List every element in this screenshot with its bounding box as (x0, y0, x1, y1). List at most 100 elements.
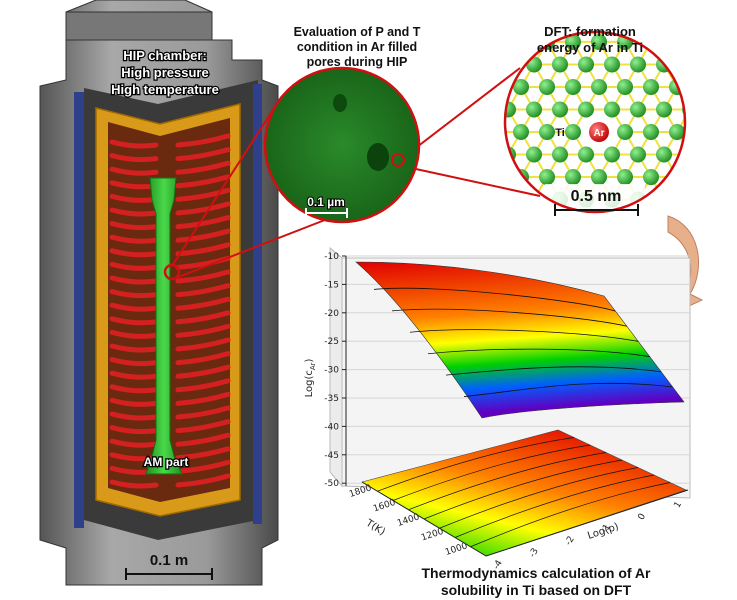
ti-atom (695, 214, 711, 230)
heater-coil (109, 296, 231, 312)
ti-atom (721, 214, 737, 230)
chamber-scale-bar: 0.1 m (125, 552, 213, 580)
pore-scale-label: 0.1 µm (307, 195, 345, 209)
p-tick-label: 1 (673, 500, 685, 510)
t-axis-label: T(K) (363, 517, 387, 538)
ti-atom (708, 237, 724, 253)
ti-atom (591, 33, 607, 50)
ti-atom (448, 237, 464, 253)
heater-coil (109, 337, 231, 353)
ti-atom (656, 146, 672, 163)
ti-atom (695, 79, 711, 95)
ti-atom (695, 0, 711, 5)
ti-atom (630, 101, 646, 118)
ti-atom (643, 0, 659, 5)
ti-atom (721, 169, 737, 185)
z-tick-label: -45 (324, 451, 339, 461)
ti-atom (643, 214, 659, 230)
ti-atom (539, 124, 555, 140)
z-tick-label: -25 (324, 337, 339, 347)
ti-atom (591, 169, 607, 186)
ti-atom (669, 124, 685, 140)
ti-atom (721, 34, 737, 50)
ti-atom (695, 34, 711, 50)
z-tick-label: -20 (324, 309, 339, 319)
pore-title-line1: Evaluation of P and T (294, 25, 421, 39)
ti-atom (461, 34, 477, 50)
ti-atom (643, 124, 659, 140)
ti-atom (500, 237, 516, 253)
z-tick-label: -40 (324, 422, 339, 432)
ti-atom (552, 56, 568, 73)
ti-atom (604, 237, 620, 253)
ti-atom (656, 11, 672, 27)
z-tick-label: -30 (324, 366, 339, 376)
ti-atom (591, 0, 607, 5)
ti-atom (513, 214, 529, 230)
ti-atom (721, 79, 737, 95)
ti-atom (526, 56, 542, 73)
insulation-left (74, 92, 84, 528)
ti-atom (695, 169, 711, 185)
t-tick-label: 1400 (396, 512, 421, 529)
ti-atom (448, 192, 464, 208)
ti-atom (721, 259, 737, 275)
ti-atom (505, 191, 516, 208)
pore-large (367, 143, 389, 171)
ti-atom (539, 0, 555, 5)
ti-atom (617, 0, 633, 5)
chamber-title-line1: HIP chamber: (123, 48, 207, 63)
p-tick-label: -1 (600, 523, 613, 536)
dft-scale-label: 0.5 nm (571, 188, 622, 205)
heater-coil (109, 419, 231, 435)
ti-label: Ti (555, 127, 565, 139)
am-part (145, 177, 183, 475)
heater-coil (109, 310, 231, 326)
ti-atom (721, 0, 737, 5)
ti-atom (552, 146, 568, 163)
ti-atom (539, 214, 555, 230)
heater-coil (109, 283, 231, 299)
ti-atom (435, 0, 451, 5)
ti-atom (539, 78, 555, 95)
ti-atom (448, 101, 464, 117)
ti-atom (487, 34, 503, 50)
ti-atom (448, 11, 464, 27)
ti-atom (591, 78, 607, 95)
ti-atom (513, 0, 529, 5)
ti-atom (604, 146, 620, 163)
ti-atom (604, 56, 620, 73)
ti-atom (539, 169, 555, 186)
t-tick-label: 1000 (444, 541, 469, 558)
heater-coil (109, 215, 231, 231)
ti-atom (669, 33, 685, 50)
ti-atom (505, 56, 516, 73)
z-tick-label: -35 (324, 394, 339, 404)
insulation-right (253, 84, 262, 524)
p-tick-label: -3 (528, 547, 541, 560)
ti-atom (578, 237, 594, 253)
ti-atom (591, 214, 607, 230)
ti-atom (565, 169, 581, 186)
ti-atom (435, 79, 451, 95)
ti-atom (578, 101, 594, 118)
ti-atom (682, 11, 698, 27)
ti-atom (630, 56, 646, 73)
hip-chamber: HIP chamber: High pressure High temperat… (39, 0, 279, 586)
heater-coil (109, 405, 231, 421)
pore-title-line2: condition in Ar filled (297, 40, 417, 54)
z-tick-label: -10 (324, 252, 339, 262)
ti-atom (617, 169, 633, 186)
ti-atom (578, 146, 594, 163)
chamber-title-line2: High pressure (121, 65, 208, 80)
ti-atom (565, 214, 581, 230)
pore-small (333, 94, 347, 112)
ti-atom (643, 169, 659, 186)
ti-atom (617, 124, 633, 140)
ti-atom (461, 124, 477, 140)
dft-view-disc (505, 32, 685, 212)
ti-atom (474, 11, 490, 27)
ti-atom (487, 169, 503, 185)
ti-atom (708, 11, 724, 27)
